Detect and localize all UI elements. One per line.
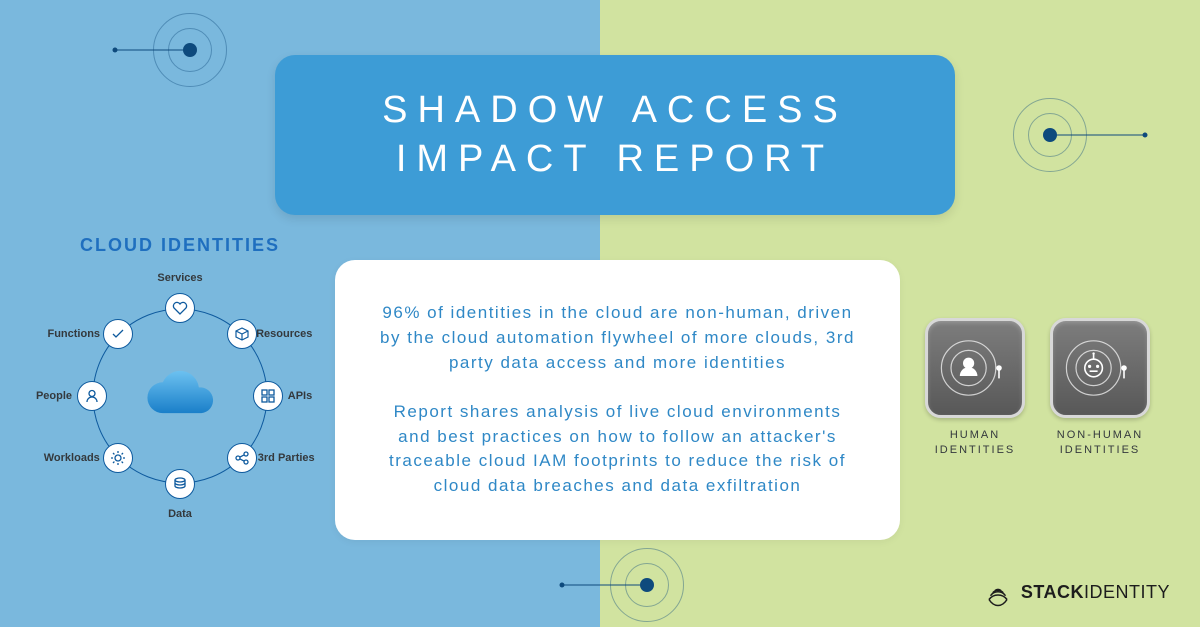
cloud-icon <box>135 366 225 426</box>
diagram-node-label: Workloads <box>44 452 100 464</box>
human-identities-icon <box>925 318 1025 418</box>
logo-text: STACKIDENTITY <box>1021 582 1170 603</box>
report-title: SHADOW ACCESS IMPACT REPORT <box>382 86 848 185</box>
fingerprint-icon <box>983 577 1013 607</box>
title-line1: SHADOW ACCESS <box>382 89 848 131</box>
diagram-node-workloads <box>103 443 133 473</box>
diagram-node-label: Functions <box>47 328 100 340</box>
logo-light: IDENTITY <box>1084 582 1170 602</box>
non-human-identities-badge: NON-HUMANIDENTITIES <box>1050 318 1150 459</box>
cloud-identities-diagram: CLOUD IDENTITIES Services Resources APIs 3r… <box>30 235 330 575</box>
diagram-node-data <box>165 469 195 499</box>
diagram-node-services <box>165 293 195 323</box>
diagram-node-functions <box>103 319 133 349</box>
summary-paragraph-2: Report shares analysis of live cloud env… <box>375 400 860 499</box>
diagram-node-label: 3rd Parties <box>258 452 315 464</box>
logo-bold: STACK <box>1021 582 1084 602</box>
diagram-node-label: APIs <box>288 390 312 402</box>
diagram-node-label: People <box>36 390 72 402</box>
diagram-node-label: Resources <box>256 328 312 340</box>
diagram-node-people <box>77 381 107 411</box>
diagram-node-apis <box>253 381 283 411</box>
diagram-node-label: Services <box>157 272 202 284</box>
human-identities-label: HUMANIDENTITIES <box>935 428 1016 459</box>
diagram-node-3rd-parties <box>227 443 257 473</box>
diagram-ring: ServicesResourcesAPIs3rd PartiesDataWork… <box>50 266 310 526</box>
title-line2: IMPACT REPORT <box>396 138 834 180</box>
non-human-identities-label: NON-HUMANIDENTITIES <box>1057 428 1143 459</box>
identity-badges: HUMANIDENTITIES NON-HUMANIDENTITIES <box>925 318 1150 459</box>
diagram-node-resources <box>227 319 257 349</box>
title-card: SHADOW ACCESS IMPACT REPORT <box>275 55 955 215</box>
human-identities-badge: HUMANIDENTITIES <box>925 318 1025 459</box>
diagram-node-label: Data <box>168 508 192 520</box>
summary-paragraph-1: 96% of identities in the cloud are non-h… <box>375 301 860 375</box>
diagram-title: CLOUD IDENTITIES <box>30 235 330 256</box>
non-human-identities-icon <box>1050 318 1150 418</box>
stack-identity-logo: STACKIDENTITY <box>983 577 1170 607</box>
summary-card: 96% of identities in the cloud are non-h… <box>335 260 900 540</box>
